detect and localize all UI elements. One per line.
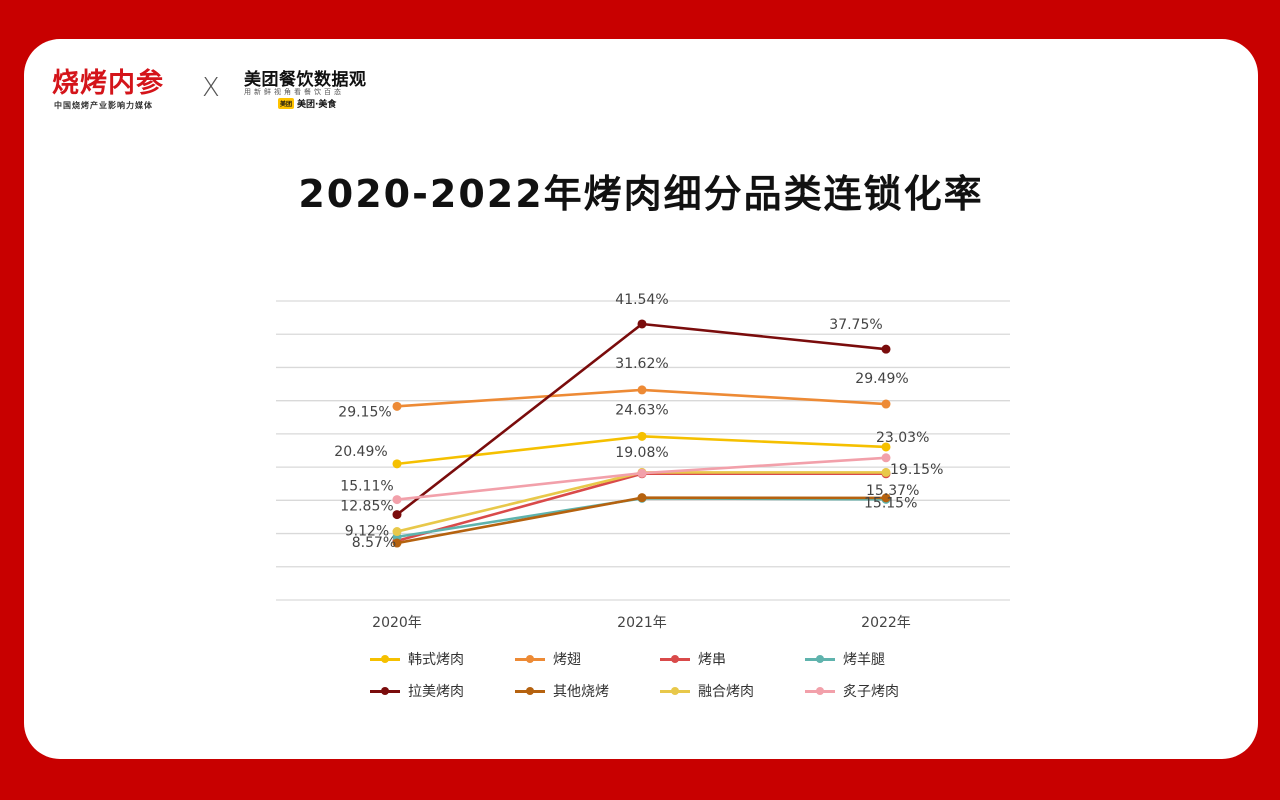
data-point — [392, 510, 402, 520]
partner-tagline: 用新鲜视角看餐饮百态 — [244, 88, 344, 96]
chart-title: 2020-2022年烤肉细分品类连锁化率 — [298, 172, 984, 216]
data-point — [881, 399, 891, 409]
data-label: 19.08% — [615, 445, 668, 461]
legend-item: 拉美烤肉 — [370, 681, 515, 701]
data-point — [881, 442, 891, 452]
data-label: 29.15% — [338, 404, 391, 420]
data-point — [881, 344, 891, 354]
legend-item: 融合烤肉 — [660, 681, 805, 701]
legend-swatch-icon — [805, 685, 835, 697]
legend-item: 烤翅 — [515, 649, 660, 669]
data-label: 24.63% — [615, 402, 668, 418]
line-chart: 2020年 2021年 2022年 41.54% 37.75% 31.62% 29.15% 2… — [276, 292, 1010, 631]
data-label: 31.62% — [615, 356, 668, 372]
legend-item: 其他烧烤 — [515, 681, 660, 701]
data-point — [881, 467, 891, 477]
legend-label: 炙子烤肉 — [843, 684, 899, 700]
data-point — [392, 459, 402, 469]
data-label: 15.37% — [866, 483, 919, 499]
legend-swatch-icon — [660, 685, 690, 697]
series-line-3 — [396, 497, 887, 539]
data-point — [637, 319, 647, 329]
data-label: 15.15% — [864, 495, 917, 511]
legend-swatch-icon — [515, 653, 545, 665]
data-point — [392, 538, 402, 548]
legend-label: 其他烧烤 — [553, 684, 609, 700]
legend-item: 韩式烤肉 — [370, 649, 515, 669]
data-label: 8.57% — [352, 535, 396, 551]
data-point — [392, 495, 402, 505]
x-tick-label: 2021年 — [617, 615, 667, 631]
legend-label: 融合烤肉 — [698, 684, 754, 700]
data-label: 20.49% — [334, 444, 387, 460]
legend-item: 炙子烤肉 — [805, 681, 950, 701]
legend-label: 烤串 — [698, 652, 726, 668]
legend-swatch-icon — [515, 685, 545, 697]
collab-separator: X — [202, 73, 220, 103]
series-line-2 — [396, 472, 886, 543]
data-label: 15.11% — [340, 479, 393, 495]
data-label: 23.03% — [876, 430, 929, 446]
logo-title: 烧烤内参 — [52, 68, 164, 99]
data-point — [392, 401, 402, 411]
legend-swatch-icon — [370, 685, 400, 697]
meituan-badge-icon: 美团 — [278, 98, 295, 109]
data-point — [637, 493, 647, 503]
chart-legend: 韩式烤肉 烤翅 烤串 烤羊腿拉美烤肉 其他烧烤 融合烤肉 炙子烤肉 — [370, 649, 950, 701]
data-point — [637, 468, 647, 478]
legend-label: 烤翅 — [553, 652, 581, 668]
data-point — [637, 431, 647, 441]
legend-swatch-icon — [805, 653, 835, 665]
legend-label: 烤羊腿 — [843, 652, 885, 668]
data-point — [392, 527, 402, 537]
data-point — [637, 385, 647, 395]
partner-brand: 美团 美团·美食 — [278, 97, 336, 110]
legend-item: 烤串 — [660, 649, 805, 669]
x-tick-label: 2020年 — [372, 615, 422, 631]
logo-tagline: 中国烧烤产业影响力媒体 — [54, 101, 153, 110]
legend-label: 韩式烤肉 — [408, 652, 464, 668]
legend-swatch-icon — [660, 653, 690, 665]
content-card: 烧烤内参 中国烧烤产业影响力媒体 X 美团餐饮数据观 用新鲜视角看餐饮百态 美团… — [24, 39, 1258, 759]
data-label: 19.15% — [890, 462, 943, 478]
series-line-4 — [396, 322, 887, 516]
data-label: 37.75% — [829, 317, 882, 333]
legend-swatch-icon — [370, 653, 400, 665]
legend-item: 烤羊腿 — [805, 649, 950, 669]
data-label: 41.54% — [615, 292, 668, 308]
partner-name: 美团餐饮数据观 — [244, 70, 367, 90]
x-tick-label: 2022年 — [861, 615, 911, 631]
partner-brand-label: 美团·美食 — [297, 100, 337, 110]
legend-label: 拉美烤肉 — [408, 684, 464, 700]
data-label: 9.12% — [345, 523, 389, 539]
data-point — [881, 493, 891, 503]
data-label: 12.85% — [340, 499, 393, 515]
data-label: 29.49% — [855, 371, 908, 387]
data-point — [881, 453, 891, 463]
